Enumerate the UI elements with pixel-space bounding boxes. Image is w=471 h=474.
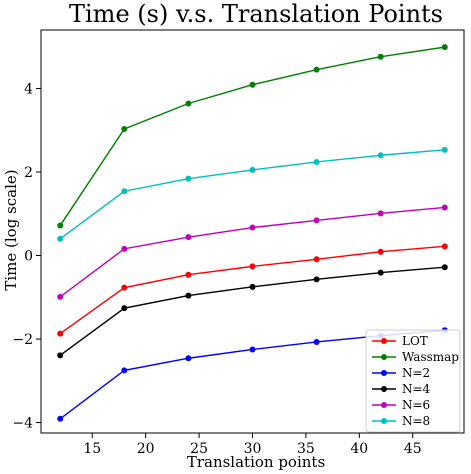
series-n-6 bbox=[57, 204, 448, 300]
legend-item: N=2 bbox=[372, 366, 430, 380]
data-point bbox=[57, 330, 64, 337]
data-point bbox=[249, 81, 256, 88]
data-point bbox=[249, 283, 256, 290]
chart-title: Time (s) v.s. Translation Points bbox=[69, 0, 443, 28]
y-axis-label: Time (log scale) bbox=[2, 169, 20, 290]
data-point bbox=[377, 152, 384, 159]
data-point bbox=[185, 100, 192, 107]
data-point bbox=[249, 224, 256, 231]
data-point bbox=[185, 355, 192, 362]
data-point bbox=[121, 245, 128, 252]
series-n-4 bbox=[57, 264, 448, 359]
legend-box bbox=[365, 329, 461, 433]
data-point bbox=[57, 235, 64, 242]
x-axis-label: Translation points bbox=[187, 453, 325, 471]
data-point bbox=[121, 125, 128, 132]
series-line bbox=[59, 46, 445, 226]
y-tick-label: 0 bbox=[24, 249, 33, 265]
legend-label: N=2 bbox=[402, 366, 430, 380]
legend-marker bbox=[381, 386, 387, 392]
legend-label: Wassmap bbox=[402, 350, 459, 364]
series-line bbox=[59, 206, 445, 298]
data-point bbox=[313, 158, 320, 165]
data-point bbox=[121, 188, 128, 195]
x-tick-label: 30 bbox=[244, 441, 262, 457]
data-point bbox=[185, 234, 192, 241]
y-tick-label: −2 bbox=[12, 332, 33, 348]
y-tick-label: 4 bbox=[24, 81, 33, 97]
x-tick-label: 25 bbox=[190, 441, 208, 457]
legend-item: N=6 bbox=[372, 398, 430, 412]
data-point bbox=[313, 276, 320, 283]
legend-label: N=6 bbox=[402, 398, 430, 412]
data-point bbox=[441, 264, 448, 271]
legend-label: LOT bbox=[402, 334, 428, 348]
data-point bbox=[249, 166, 256, 173]
x-tick-label: 40 bbox=[350, 441, 368, 457]
data-point bbox=[313, 217, 320, 224]
data-point bbox=[377, 269, 384, 276]
data-point bbox=[121, 305, 128, 312]
data-point bbox=[313, 338, 320, 345]
data-point bbox=[377, 53, 384, 60]
data-point bbox=[185, 292, 192, 299]
data-point bbox=[441, 243, 448, 250]
legend-item: LOT bbox=[372, 334, 428, 348]
data-point bbox=[121, 367, 128, 374]
data-point bbox=[441, 146, 448, 153]
data-point bbox=[377, 210, 384, 217]
x-tick-label: 15 bbox=[83, 441, 101, 457]
data-point bbox=[121, 284, 128, 291]
x-tick-label: 20 bbox=[137, 441, 155, 457]
data-point bbox=[57, 222, 64, 229]
y-tick-label: −4 bbox=[12, 416, 33, 432]
data-point bbox=[185, 271, 192, 278]
data-point bbox=[441, 204, 448, 211]
series-lot bbox=[57, 243, 448, 337]
data-point bbox=[377, 248, 384, 255]
series-wassmap bbox=[57, 44, 448, 229]
legend-marker bbox=[381, 338, 387, 344]
data-point bbox=[57, 352, 64, 359]
legend-marker bbox=[381, 418, 387, 424]
x-tick-label: 35 bbox=[297, 441, 315, 457]
legend-marker bbox=[381, 354, 387, 360]
legend-label: N=4 bbox=[402, 382, 431, 396]
series-n-8 bbox=[57, 146, 448, 242]
legend: LOT Wassmap N=2 N=4 N=6 N=8 bbox=[365, 329, 461, 433]
legend-label: N=8 bbox=[402, 414, 430, 428]
data-point bbox=[57, 293, 64, 300]
data-point bbox=[249, 263, 256, 270]
data-point bbox=[185, 175, 192, 182]
legend-marker bbox=[381, 402, 387, 408]
data-point bbox=[57, 415, 64, 422]
legend-marker bbox=[381, 370, 387, 376]
data-point bbox=[313, 66, 320, 73]
y-tick-label: 2 bbox=[24, 165, 33, 181]
data-point bbox=[313, 256, 320, 263]
y-axis: −4 −2 0 2 4 bbox=[12, 81, 41, 432]
legend-item: Wassmap bbox=[372, 350, 459, 364]
data-point bbox=[249, 346, 256, 353]
series-line bbox=[59, 245, 445, 335]
x-axis: 15 20 25 30 35 40 45 bbox=[83, 433, 422, 457]
legend-item: N=4 bbox=[372, 382, 431, 396]
legend-item: N=8 bbox=[372, 414, 430, 428]
data-point bbox=[441, 44, 448, 51]
x-tick-label: 45 bbox=[404, 441, 422, 457]
